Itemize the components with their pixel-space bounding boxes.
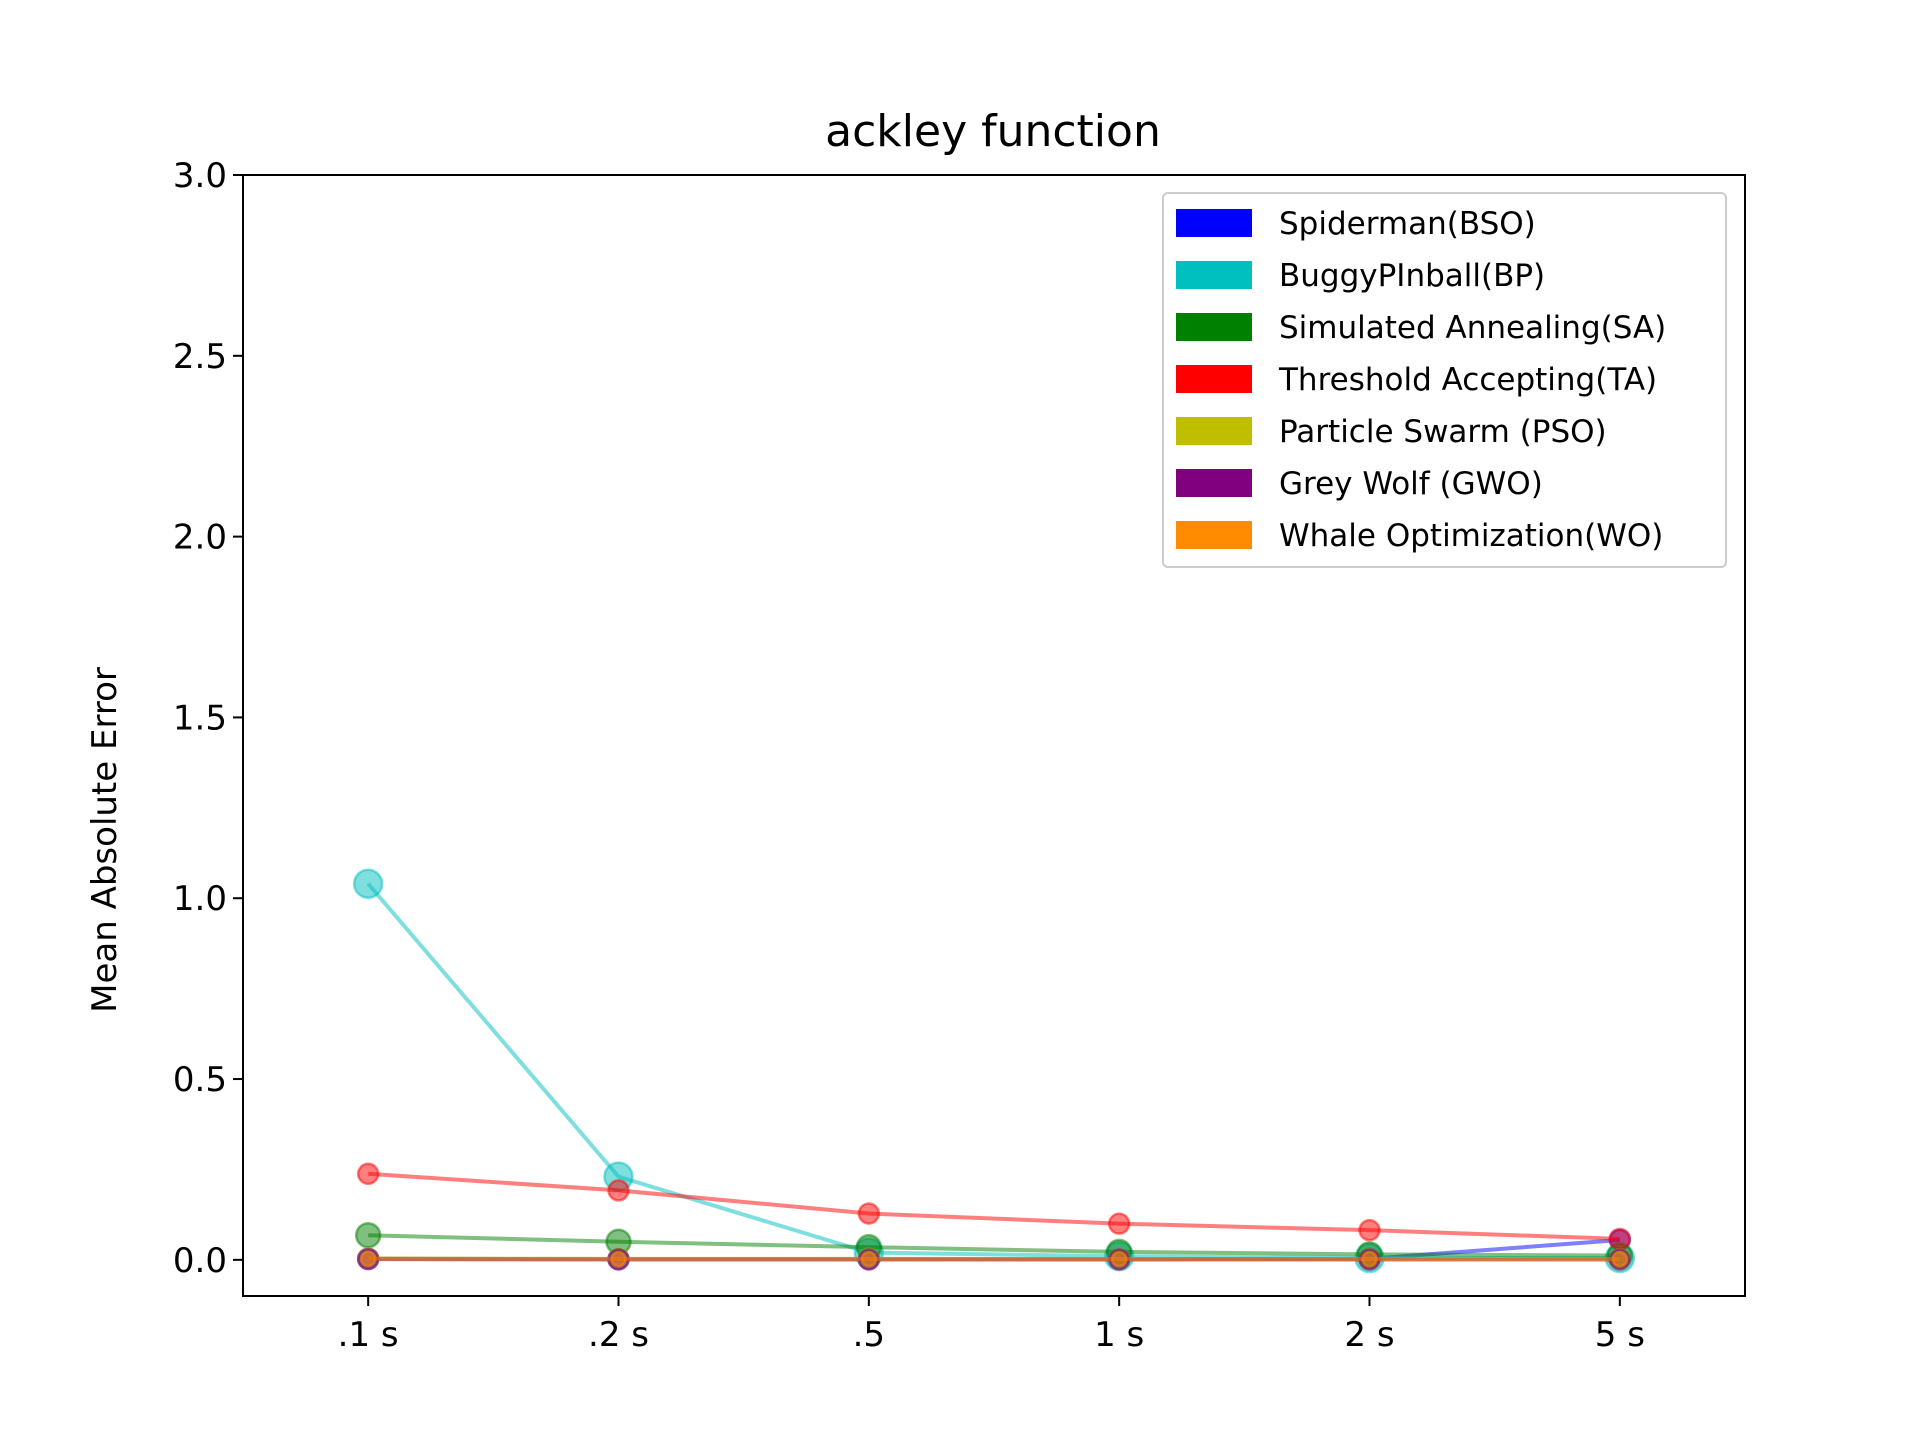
legend-label: BuggyPInball(BP) (1279, 258, 1545, 294)
x-tick-label: .1 s (338, 1315, 399, 1355)
y-tick-label: 0.0 (173, 1241, 227, 1281)
legend-swatch (1176, 417, 1252, 445)
legend-label: Spiderman(BSO) (1279, 206, 1536, 242)
series-3 (356, 1162, 1632, 1251)
data-point (610, 1250, 627, 1268)
series-line (368, 1233, 1620, 1258)
series-6 (359, 1250, 1629, 1268)
data-point (1358, 1218, 1381, 1242)
legend-swatch (1176, 261, 1252, 289)
data-point (359, 1250, 377, 1268)
x-tick-label: 5 s (1595, 1315, 1645, 1355)
data-point (1110, 1250, 1128, 1268)
legend-swatch (1176, 365, 1252, 393)
x-tick-label: 1 s (1094, 1315, 1144, 1355)
y-tick-label: 0.5 (173, 1060, 227, 1100)
y-tick-label: 1.5 (173, 698, 227, 738)
legend-swatch (1176, 313, 1252, 341)
data-point (354, 1221, 382, 1249)
x-tick-label: 2 s (1344, 1315, 1394, 1355)
axes-layer: 0.0 0.5 1.0 1.5 2.0 2.5 3.0 .1 s .2 s .5 1 s 2 s 5 s (173, 156, 1746, 1355)
x-tick-label: .5 (853, 1315, 885, 1355)
legend-entry: Whale Optimization(WO) (1176, 518, 1663, 554)
legend-swatch (1176, 209, 1252, 237)
legend: Spiderman(BSO) BuggyPInball(BP) Simulated … (1162, 192, 1727, 568)
legend-swatch (1176, 521, 1252, 549)
data-point (860, 1250, 878, 1268)
data-point (356, 1162, 380, 1186)
data-point (857, 1202, 881, 1225)
y-tick-label: 3.0 (173, 156, 227, 196)
y-tick-label: 1.0 (173, 879, 227, 919)
x-tick-label: .2 s (588, 1315, 649, 1355)
legend-entry: Spiderman(BSO) (1176, 206, 1536, 242)
plot-frame (242, 174, 1746, 1297)
y-tick-label: 2.5 (173, 337, 227, 377)
series-line (368, 1171, 1620, 1241)
data-point (1107, 1212, 1131, 1235)
series-layer (352, 868, 1636, 1274)
legend-label: Simulated Annealing(SA) (1279, 310, 1666, 346)
legend-label: Threshold Accepting(TA) (1278, 362, 1657, 398)
legend-label: Whale Optimization(WO) (1279, 518, 1663, 554)
data-point (1608, 1227, 1632, 1251)
legend-entry: Threshold Accepting(TA) (1176, 362, 1657, 398)
data-point (352, 868, 384, 900)
y-tick-label: 2.0 (173, 518, 227, 558)
data-point (1611, 1250, 1629, 1268)
legend-swatch (1176, 469, 1252, 497)
data-point (607, 1179, 630, 1202)
legend-label: Grey Wolf (GWO) (1279, 466, 1543, 502)
legend-entry: Grey Wolf (GWO) (1176, 466, 1543, 502)
legend-entry: BuggyPInball(BP) (1176, 258, 1545, 294)
legend-entry: Particle Swarm (PSO) (1176, 414, 1607, 450)
legend-entry: Simulated Annealing(SA) (1176, 310, 1666, 346)
data-point (1361, 1250, 1378, 1268)
chart-title: ackley function (825, 106, 1161, 157)
y-axis-label: Mean Absolute Error (85, 667, 125, 1013)
legend-box (1162, 192, 1727, 568)
legend-label: Particle Swarm (PSO) (1279, 414, 1607, 450)
